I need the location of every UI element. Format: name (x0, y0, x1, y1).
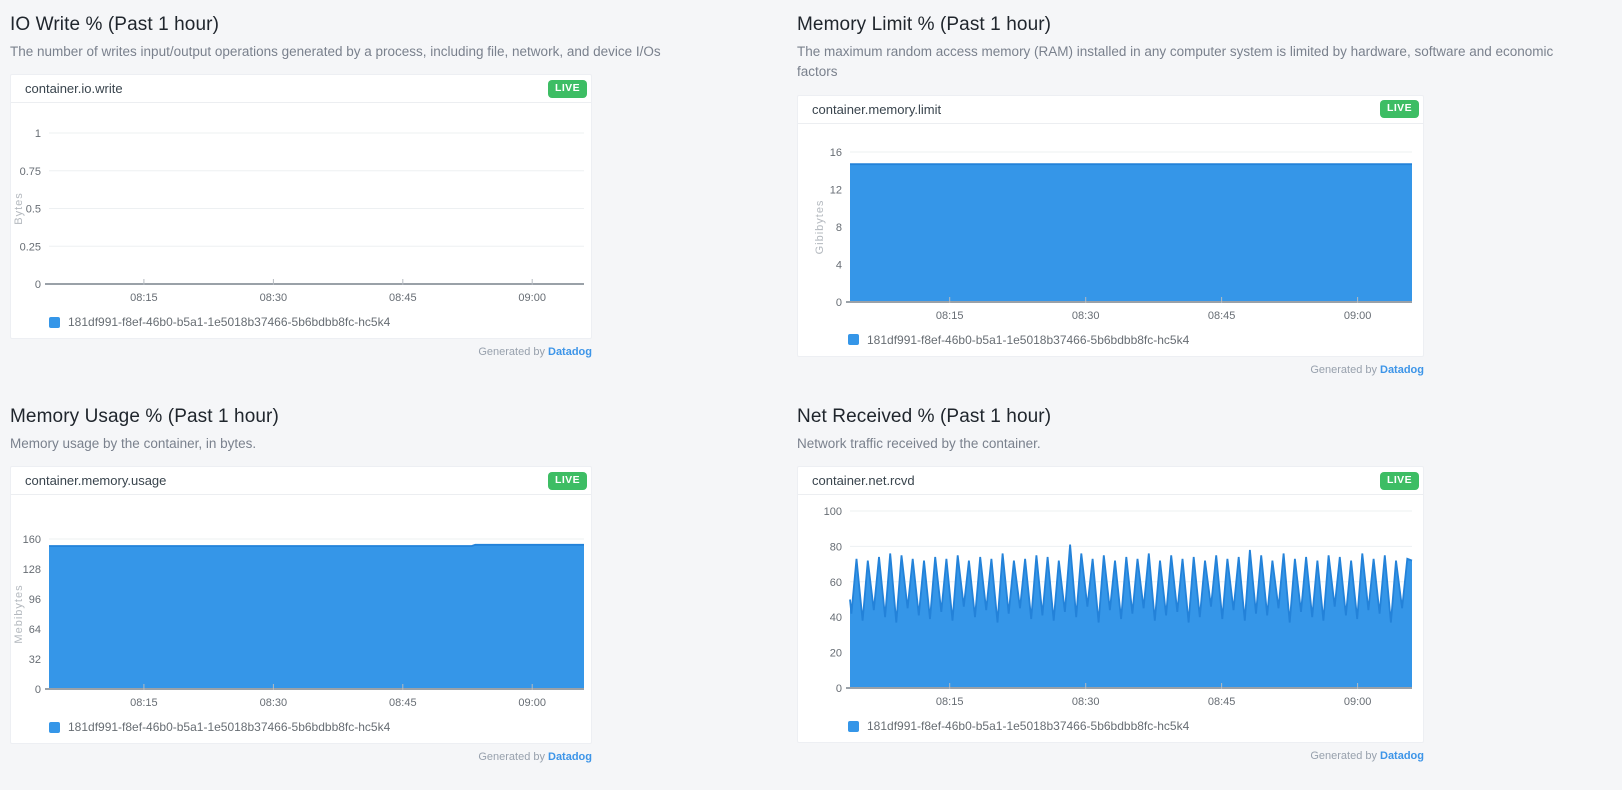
svg-text:0: 0 (836, 297, 842, 309)
panel-description: The number of writes input/output operat… (10, 44, 661, 59)
svg-text:0: 0 (836, 683, 842, 695)
svg-text:160: 160 (23, 534, 41, 546)
chart-legend[interactable]: 181df991-f8ef-46b0-b5a1-1e5018b37466-5b6… (11, 310, 591, 338)
metric-name: container.memory.limit (812, 101, 942, 117)
chart-legend[interactable]: 181df991-f8ef-46b0-b5a1-1e5018b37466-5b6… (798, 714, 1423, 742)
generated-by-text: Generated by (478, 751, 545, 764)
generated-by-text: Generated by (1310, 750, 1377, 763)
panel-title: Net Received % (Past 1 hour) (797, 406, 1052, 427)
timeseries-chart[interactable]: 160 128 96 64 32 0 Mebibytes 08:15 08:30 08:45 09:… (11, 495, 591, 715)
svg-text:08:30: 08:30 (1072, 696, 1100, 708)
svg-text:09:00: 09:00 (1344, 310, 1372, 322)
svg-text:32: 32 (29, 654, 41, 666)
live-badge: LIVE (548, 79, 587, 98)
live-badge: LIVE (548, 471, 587, 490)
panel-net-received: Net Received % (Past 1 hour) Network tra… (797, 406, 1424, 762)
svg-text:Mebibytes: Mebibytes (13, 585, 25, 644)
svg-text:4: 4 (836, 259, 842, 271)
timeseries-chart[interactable]: 1 0.75 0.5 0.25 0 Bytes 08:15 08:30 08:45 09:00 (11, 103, 591, 310)
panel-description: Network traffic received by the containe… (797, 436, 1041, 451)
svg-text:1: 1 (35, 128, 41, 140)
svg-text:40: 40 (830, 612, 842, 624)
svg-text:08:30: 08:30 (1072, 310, 1100, 322)
legend-swatch-icon (848, 334, 859, 345)
generated-by: Generated by Datadog (797, 364, 1424, 376)
panel-memory-limit: Memory Limit % (Past 1 hour) The maximum… (797, 14, 1553, 376)
panel-memory-usage: Memory Usage % (Past 1 hour) Memory usag… (10, 406, 592, 763)
svg-text:128: 128 (23, 564, 41, 576)
svg-text:08:15: 08:15 (130, 292, 158, 304)
svg-text:08:15: 08:15 (130, 697, 158, 709)
timeseries-chart[interactable]: 16 12 8 4 0 Gibibytes 08:15 08:30 08:45 09:00 (798, 124, 1423, 328)
legend-swatch-icon (848, 720, 859, 732)
svg-text:Gibibytes: Gibibytes (814, 199, 826, 254)
chart-card-header: container.net.rcvd LIVE (798, 467, 1423, 496)
panel-description: The maximum random access memory (RAM) i… (797, 44, 1554, 80)
datadog-link[interactable]: Datadog (1380, 750, 1424, 763)
generated-by: Generated by Datadog (797, 750, 1424, 762)
metric-name: container.net.rcvd (812, 473, 915, 489)
chart-card: container.memory.limit LIVE 16 12 8 4 0 Gibib… (797, 94, 1424, 357)
legend-swatch-icon (49, 721, 60, 733)
svg-text:08:15: 08:15 (936, 310, 964, 322)
datadog-link[interactable]: Datadog (548, 346, 592, 359)
generated-by-text: Generated by (478, 346, 545, 359)
chart-card-header: container.memory.usage LIVE (11, 467, 591, 496)
panel-description: Memory usage by the container, in bytes. (10, 436, 257, 451)
chart-card-header: container.io.write LIVE (11, 75, 591, 104)
legend-label: 181df991-f8ef-46b0-b5a1-1e5018b37466-5b6… (867, 719, 1190, 734)
svg-text:08:45: 08:45 (389, 697, 417, 709)
chart-legend[interactable]: 181df991-f8ef-46b0-b5a1-1e5018b37466-5b6… (11, 715, 591, 743)
svg-text:12: 12 (830, 184, 842, 196)
metric-name: container.memory.usage (25, 473, 167, 489)
svg-text:60: 60 (830, 577, 842, 589)
svg-text:100: 100 (824, 506, 842, 518)
chart-card: container.memory.usage LIVE 160 128 96 64 32… (10, 466, 592, 745)
svg-text:8: 8 (836, 222, 842, 234)
metric-name: container.io.write (25, 81, 123, 97)
svg-text:08:45: 08:45 (389, 292, 417, 304)
svg-text:16: 16 (830, 147, 842, 159)
legend-label: 181df991-f8ef-46b0-b5a1-1e5018b37466-5b6… (68, 720, 391, 735)
svg-text:96: 96 (29, 594, 41, 606)
svg-text:Bytes: Bytes (13, 192, 25, 225)
legend-swatch-icon (49, 316, 60, 328)
svg-text:09:00: 09:00 (518, 292, 546, 304)
legend-label: 181df991-f8ef-46b0-b5a1-1e5018b37466-5b6… (867, 332, 1190, 347)
svg-text:08:45: 08:45 (1208, 310, 1236, 322)
svg-text:0.75: 0.75 (20, 166, 41, 178)
panel-title: Memory Usage % (Past 1 hour) (10, 406, 279, 427)
live-badge: LIVE (1380, 100, 1419, 118)
timeseries-chart[interactable]: 100 80 60 40 20 0 08:15 08:30 08:45 09:00 (798, 495, 1423, 714)
generated-by: Generated by Datadog (10, 751, 592, 763)
svg-text:80: 80 (830, 542, 842, 554)
svg-text:64: 64 (29, 624, 41, 636)
svg-text:0.5: 0.5 (26, 204, 41, 216)
svg-text:08:30: 08:30 (260, 292, 288, 304)
chart-card-header: container.memory.limit LIVE (798, 96, 1423, 124)
svg-text:08:30: 08:30 (260, 697, 288, 709)
svg-text:0: 0 (35, 684, 41, 696)
svg-text:09:00: 09:00 (518, 697, 546, 709)
svg-text:0.25: 0.25 (20, 242, 41, 254)
chart-legend[interactable]: 181df991-f8ef-46b0-b5a1-1e5018b37466-5b6… (798, 328, 1423, 356)
panel-title: Memory Limit % (Past 1 hour) (797, 14, 1052, 35)
panel-io-write: IO Write % (Past 1 hour) The number of w… (10, 14, 661, 358)
datadog-link[interactable]: Datadog (1380, 363, 1424, 376)
live-badge: LIVE (1380, 471, 1419, 490)
chart-card: container.net.rcvd LIVE 100 80 60 40 20 0 08:1… (797, 466, 1424, 744)
generated-by: Generated by Datadog (10, 346, 592, 358)
datadog-link[interactable]: Datadog (548, 751, 592, 764)
chart-card: container.io.write LIVE 1 0.75 0.5 0.25 0 Byt… (10, 74, 592, 340)
svg-text:0: 0 (35, 279, 41, 291)
legend-label: 181df991-f8ef-46b0-b5a1-1e5018b37466-5b6… (68, 315, 391, 330)
svg-text:08:15: 08:15 (936, 696, 964, 708)
generated-by-text: Generated by (1310, 363, 1377, 376)
svg-text:08:45: 08:45 (1208, 696, 1236, 708)
svg-text:09:00: 09:00 (1344, 696, 1372, 708)
panel-title: IO Write % (Past 1 hour) (10, 14, 219, 35)
svg-text:20: 20 (830, 648, 842, 660)
